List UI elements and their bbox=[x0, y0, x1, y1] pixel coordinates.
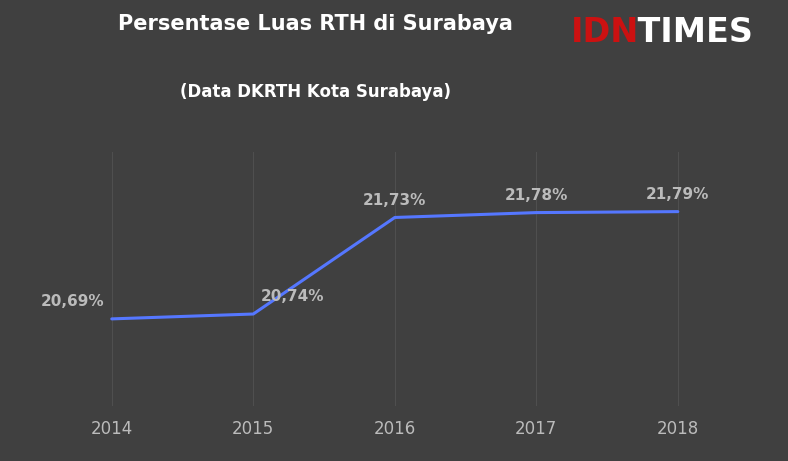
Text: IDN: IDN bbox=[571, 16, 640, 49]
Text: 21,73%: 21,73% bbox=[363, 193, 426, 208]
Text: (Data DKRTH Kota Surabaya): (Data DKRTH Kota Surabaya) bbox=[180, 83, 451, 101]
Text: Persentase Luas RTH di Surabaya: Persentase Luas RTH di Surabaya bbox=[117, 14, 513, 34]
Text: 20,69%: 20,69% bbox=[41, 294, 105, 309]
Text: 21,79%: 21,79% bbox=[646, 187, 709, 202]
Text: 21,78%: 21,78% bbox=[504, 188, 568, 203]
Text: 20,74%: 20,74% bbox=[260, 289, 324, 304]
Text: TIMES: TIMES bbox=[626, 16, 753, 49]
